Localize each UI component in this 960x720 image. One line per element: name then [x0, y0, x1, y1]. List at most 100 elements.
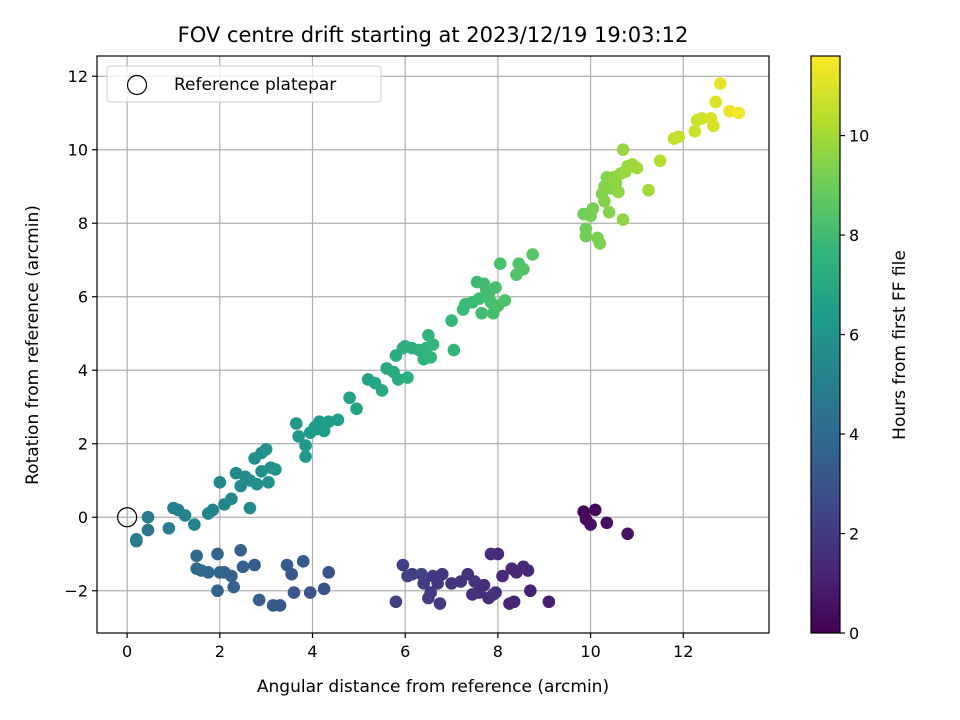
data-point — [190, 562, 203, 575]
data-point — [445, 314, 458, 327]
data-point — [486, 588, 500, 601]
data-point — [213, 566, 227, 579]
colorbar-gradient — [811, 56, 840, 633]
data-point — [262, 476, 275, 489]
y-tick-label: −2 — [64, 582, 88, 601]
data-point — [505, 562, 519, 575]
colorbar-tick-label: 2 — [849, 525, 859, 544]
colorbar-frame — [810, 55, 841, 634]
colorbar-tick-label: 8 — [849, 226, 859, 245]
data-point — [672, 130, 685, 144]
data-point — [588, 503, 602, 517]
data-point — [542, 595, 556, 609]
data-point — [292, 430, 305, 443]
data-point — [322, 566, 336, 579]
data-point — [517, 262, 530, 276]
x-tick-label: 2 — [215, 642, 225, 661]
colorbar-tick-label: 6 — [849, 326, 859, 345]
data-point — [616, 213, 630, 226]
y-tick-label: 4 — [78, 361, 88, 380]
data-point — [707, 119, 720, 133]
data-point — [317, 582, 331, 596]
data-point — [141, 510, 155, 524]
data-point — [445, 577, 458, 590]
data-point — [259, 442, 273, 456]
colorbar-tick-label: 0 — [849, 624, 859, 643]
data-point — [433, 597, 447, 610]
data-point — [579, 229, 593, 243]
data-point — [586, 202, 600, 215]
y-tick-label: 10 — [68, 141, 88, 160]
data-point — [206, 503, 220, 517]
x-tick-label: 6 — [400, 642, 410, 661]
colorbar-label: Hours from first FF file — [890, 250, 910, 440]
y-tick-label: 0 — [78, 508, 88, 527]
data-point — [688, 125, 702, 138]
data-point — [236, 560, 250, 574]
data-point — [343, 391, 356, 405]
data-point — [714, 77, 727, 90]
data-point — [287, 586, 301, 599]
data-point — [162, 521, 176, 535]
legend-box — [106, 65, 382, 103]
data-point — [211, 547, 224, 561]
data-point — [375, 384, 389, 397]
reference-platepar-marker — [117, 507, 138, 528]
data-point — [493, 257, 507, 270]
plot-frame — [96, 55, 770, 634]
x-tick-label: 0 — [122, 642, 132, 661]
x-tick-label: 4 — [307, 642, 317, 661]
data-point — [266, 599, 280, 612]
data-point — [475, 306, 488, 320]
data-point — [496, 569, 509, 583]
data-point — [612, 185, 625, 199]
data-point — [630, 161, 644, 175]
x-axis-label: Angular distance from reference (arcmin) — [257, 677, 609, 697]
data-point — [280, 558, 294, 572]
data-point — [188, 518, 201, 531]
data-point — [642, 183, 655, 197]
data-point — [524, 584, 537, 598]
colorbar-tick-label: 4 — [849, 425, 859, 444]
data-point — [299, 450, 312, 463]
data-point — [447, 343, 461, 357]
data-point — [424, 351, 437, 364]
data-point — [616, 143, 630, 157]
data-point — [130, 532, 143, 546]
data-point — [299, 439, 312, 452]
data-point — [239, 470, 252, 484]
data-point — [234, 544, 247, 557]
colorbar-ticks: 0 2 4 6 8 10 — [840, 127, 869, 643]
colorbar: 0 2 4 6 8 10 Hours from first FF file — [810, 55, 910, 643]
data-point — [211, 584, 224, 598]
x-tick-label: 8 — [493, 642, 503, 661]
data-point — [296, 555, 310, 568]
data-point — [178, 509, 192, 522]
data-point — [431, 577, 444, 590]
data-point — [484, 547, 498, 561]
data-point — [190, 549, 203, 563]
data-point — [213, 476, 227, 489]
legend: Reference platepar — [106, 65, 382, 103]
data-point — [695, 112, 709, 125]
y-tick-label: 6 — [78, 288, 88, 307]
data-point — [248, 558, 261, 572]
data-point — [331, 413, 345, 427]
data-point — [252, 593, 266, 607]
colorbar-tick-label: 10 — [849, 127, 869, 146]
y-tick-label: 12 — [68, 67, 88, 86]
x-tick-label: 12 — [673, 642, 693, 661]
data-point — [243, 501, 257, 515]
data-point — [598, 194, 611, 208]
chart-title: FOV centre drift starting at 2023/12/19 … — [178, 23, 689, 47]
data-point — [227, 580, 241, 594]
y-tick-label: 2 — [78, 435, 88, 454]
y-axis-label: Rotation from reference (arcmin) — [23, 205, 43, 485]
data-point — [303, 586, 317, 599]
data-point — [584, 518, 597, 531]
data-point — [141, 523, 155, 537]
data-point — [709, 95, 723, 109]
data-point — [526, 248, 539, 261]
legend-marker-icon — [126, 74, 148, 96]
